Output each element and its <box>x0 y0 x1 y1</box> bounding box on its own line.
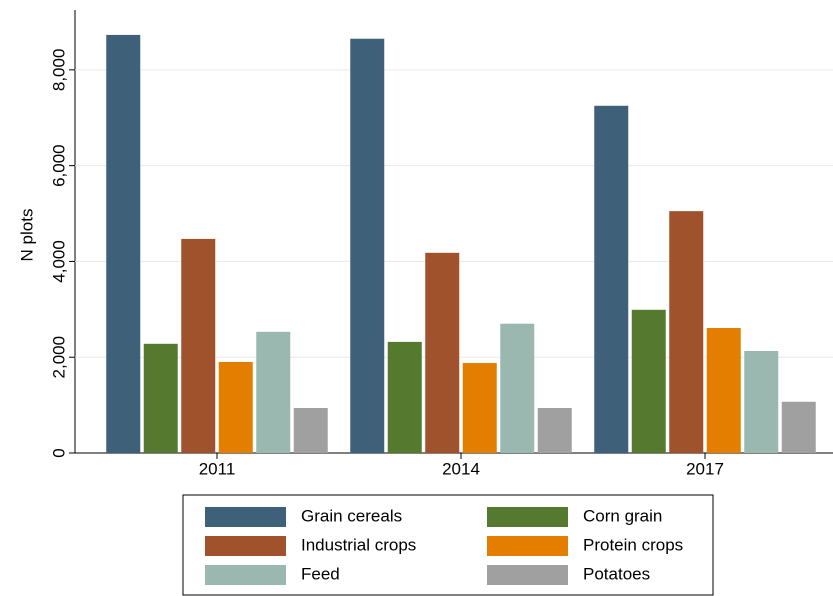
legend-label: Corn grain <box>583 506 662 525</box>
x-tick-label: 2017 <box>686 459 724 478</box>
y-tick-label: 8,000 <box>49 49 68 92</box>
y-tick-label: 2,000 <box>49 336 68 379</box>
bar <box>744 350 779 453</box>
legend-label: Feed <box>301 564 340 583</box>
legend-swatch <box>487 536 568 556</box>
bar <box>631 309 666 453</box>
bar <box>781 401 816 453</box>
bar <box>425 252 460 453</box>
bar <box>669 211 704 453</box>
bar <box>106 34 141 454</box>
y-tick-label: 4,000 <box>49 240 68 283</box>
bar <box>143 343 178 453</box>
bar <box>181 238 216 453</box>
legend-swatch <box>487 565 568 585</box>
bar <box>350 38 385 453</box>
bar <box>537 407 572 453</box>
x-tick-label: 2014 <box>442 459 480 478</box>
legend-label: Potatoes <box>583 564 650 583</box>
bar <box>594 105 629 453</box>
bar <box>218 362 253 453</box>
legend-swatch <box>205 565 286 585</box>
legend-swatch <box>487 507 568 527</box>
bar <box>462 362 497 453</box>
legend-label: Industrial crops <box>301 535 416 554</box>
y-tick-label: 0 <box>49 448 68 457</box>
legend-swatch <box>205 507 286 527</box>
legend-label: Grain cereals <box>301 506 402 525</box>
bar <box>706 328 741 453</box>
legend-label: Protein crops <box>583 535 683 554</box>
bar <box>500 323 535 453</box>
x-tick-label: 2011 <box>199 459 236 478</box>
y-tick-label: 6,000 <box>49 144 68 187</box>
bar <box>293 407 328 453</box>
bar <box>387 341 422 453</box>
bar <box>256 331 291 453</box>
legend-swatch <box>205 536 286 556</box>
y-axis-label: N plots <box>17 209 36 262</box>
